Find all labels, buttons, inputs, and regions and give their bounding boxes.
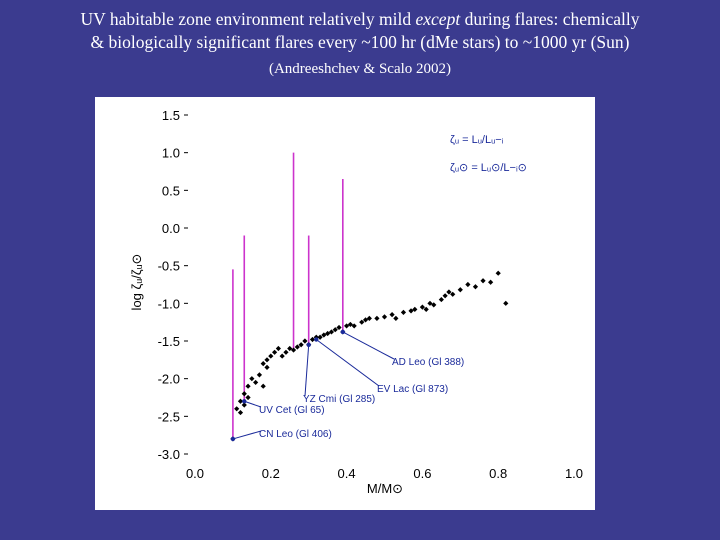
- data-point: [237, 398, 244, 404]
- chart: 1.5 1.0 0.5 0.0 -0.5 -1.0 -1.5 -2.0 -2.5 -3.0 0.0…: [129, 108, 583, 496]
- x-tick-label: 1.0: [565, 466, 583, 481]
- legend-line-2: ζᵤ⊙ = Lᵤ⊙/L−ᵢ⊙: [450, 162, 527, 174]
- y-tick-label: -2.0: [158, 372, 180, 387]
- y-tick-label: 1.5: [162, 108, 180, 123]
- data-point: [457, 287, 463, 293]
- x-tick-labels: 0.0 0.2 0.4 0.6 0.8 1.0: [186, 466, 583, 481]
- data-point: [275, 345, 281, 352]
- data-point: [302, 338, 308, 344]
- annotation-pointer: [342, 331, 395, 360]
- data-point: [260, 383, 266, 389]
- y-tick-label: -1.5: [158, 334, 180, 349]
- x-tick-label: 0.6: [413, 466, 431, 481]
- flare-lines: [232, 152, 344, 439]
- data-point: [480, 278, 486, 284]
- y-tick-label: -2.5: [158, 409, 180, 424]
- y-tick-label: -1.0: [158, 296, 180, 311]
- data-point: [419, 304, 425, 310]
- data-point: [366, 315, 372, 321]
- data-point: [362, 317, 369, 323]
- data-point: [446, 289, 452, 295]
- title-text-2: during flares: chemically: [460, 9, 640, 29]
- data-point: [283, 349, 289, 355]
- data-point: [241, 391, 247, 397]
- title-emphasis: except: [415, 9, 461, 29]
- data-point: [245, 383, 251, 389]
- data-point: [374, 315, 380, 321]
- data-point: [336, 324, 342, 331]
- annotation-pointer: [304, 344, 310, 397]
- data-point: [234, 406, 240, 412]
- data-point: [442, 293, 448, 299]
- data-point: [438, 296, 444, 303]
- annotation-arrowhead: [314, 337, 319, 342]
- annotation-arrowhead: [306, 342, 311, 347]
- data-point: [328, 329, 335, 335]
- data-point: [503, 300, 509, 306]
- annotation-pointer: [244, 400, 262, 408]
- y-tick-label: 0.5: [162, 183, 180, 198]
- data-point: [472, 284, 479, 290]
- annotation-label: EV Lac (Gl 873): [377, 384, 448, 395]
- y-tick-label: -0.5: [158, 259, 180, 274]
- data-point: [241, 402, 247, 408]
- x-axis-label: M/M⊙: [367, 481, 403, 496]
- x-tick-label: 0.4: [338, 466, 356, 481]
- data-point: [408, 308, 414, 314]
- data-point: [279, 353, 285, 359]
- y-tick-labels: 1.5 1.0 0.5 0.0 -0.5 -1.0 -1.5 -2.0 -2.5 -3.0: [158, 108, 188, 462]
- annotations: AD Leo (Gl 388) EV Lac (Gl 873)YZ Cmi (Gl…: [230, 329, 464, 442]
- annotation-label: AD Leo (Gl 388): [392, 357, 464, 368]
- title-text-1: UV habitable zone environment relatively…: [80, 9, 416, 29]
- data-point: [264, 357, 270, 363]
- x-tick-label: 0.8: [489, 466, 507, 481]
- data-point: [249, 376, 255, 382]
- data-point: [294, 344, 300, 350]
- citation: (Andreeshchev & Scalo 2002): [268, 61, 452, 77]
- annotation-label: CN Leo (Gl 406): [259, 429, 332, 440]
- data-point: [298, 342, 304, 348]
- data-point: [264, 364, 270, 370]
- annotation-arrowhead: [230, 436, 236, 442]
- title-line-2: & biologically significant flares every …: [90, 32, 630, 52]
- annotation-arrowhead: [242, 399, 247, 404]
- x-tick-label: 0.2: [262, 466, 280, 481]
- data-point: [271, 349, 278, 355]
- data-point: [393, 315, 399, 321]
- data-point: [317, 334, 323, 340]
- data-point: [268, 353, 274, 359]
- annotation-pointer: [232, 430, 262, 440]
- data-point: [465, 281, 471, 288]
- data-point: [256, 372, 263, 378]
- slide-title: UV habitable zone environment relatively…: [0, 8, 720, 54]
- data-point: [245, 394, 251, 401]
- y-tick-label: 0.0: [162, 221, 180, 236]
- data-point: [450, 291, 456, 297]
- data-point: [287, 345, 293, 352]
- annotation-label: UV Cet (Gl 65): [259, 405, 325, 416]
- data-point: [389, 312, 395, 318]
- data-point: [381, 314, 388, 320]
- data-point: [253, 379, 259, 386]
- y-tick-label: -3.0: [158, 447, 180, 462]
- chart-panel: 1.5 1.0 0.5 0.0 -0.5 -1.0 -1.5 -2.0 -2.5 -3.0 0.0…: [95, 97, 595, 510]
- data-point: [237, 409, 244, 416]
- legend-line-1: ζᵤ = Lᵤ/Lᵤ−ᵢ: [450, 134, 504, 146]
- annotation-arrowhead: [340, 329, 346, 335]
- data-point: [488, 279, 494, 285]
- y-axis-label: log ζᵤ/ζᵤ⊙: [129, 254, 144, 311]
- data-point: [347, 321, 353, 328]
- annotation-label: YZ Cmi (Gl 285): [303, 394, 375, 405]
- data-point: [400, 309, 407, 315]
- x-tick-label: 0.0: [186, 466, 204, 481]
- data-point: [260, 361, 266, 367]
- data-point: [495, 270, 501, 276]
- y-tick-label: 1.0: [162, 146, 180, 161]
- annotation-pointer: [315, 339, 380, 387]
